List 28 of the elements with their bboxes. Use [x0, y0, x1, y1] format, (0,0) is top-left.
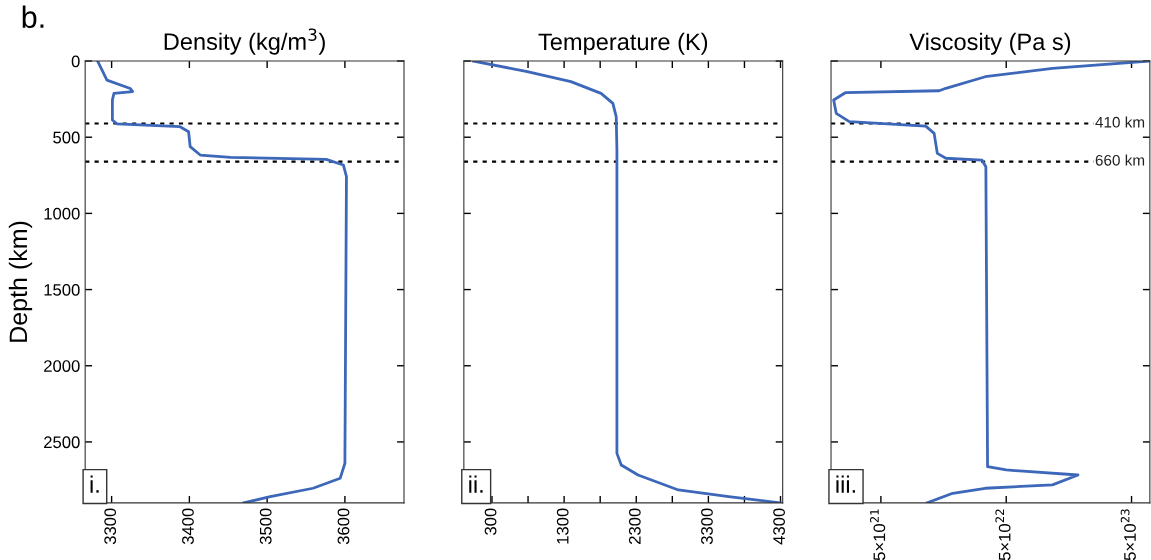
x-tick-label: 1300	[556, 508, 569, 544]
ref-line-label: 660 km	[1095, 154, 1145, 166]
y-tick-label: 1000	[44, 207, 80, 220]
x-tick-label: 5×10$^{23}$	[1120, 509, 1136, 560]
y-tick-label: 1500	[44, 283, 80, 296]
y-axis-title: Depth (km)	[8, 221, 33, 342]
x-tick-label: 3600	[337, 508, 350, 545]
chart-title: Viscosity (Pa s)	[909, 32, 1071, 55]
annotation: ii.	[469, 475, 483, 493]
x-tick-label: 2300	[628, 508, 641, 544]
x-tick-label: 4300	[773, 508, 785, 545]
x-tick-label: 3300	[701, 508, 713, 545]
chart-title: Density (kg/m$^{3}$)	[164, 28, 325, 55]
x-tick-label: 3300	[104, 508, 117, 545]
text: b.	[22, 5, 44, 29]
annotation: iii.	[836, 475, 855, 493]
y-tick-label: 500	[53, 131, 80, 144]
y-tick-label: 2500	[44, 436, 80, 449]
chart-title: Temperature (K)	[538, 32, 708, 55]
x-tick-label: 3400	[182, 508, 194, 545]
ref-line-label: 410 km	[1095, 116, 1145, 128]
y-tick-label: 0	[71, 55, 80, 68]
x-tick-label: 5×10$^{21}$	[870, 509, 886, 560]
x-tick-label: 300	[484, 508, 497, 535]
x-tick-label: 5×10$^{22}$	[995, 509, 1011, 560]
x-tick-label: 3500	[259, 508, 272, 545]
annotation: i.	[90, 475, 99, 493]
y-tick-label: 2000	[44, 360, 80, 372]
